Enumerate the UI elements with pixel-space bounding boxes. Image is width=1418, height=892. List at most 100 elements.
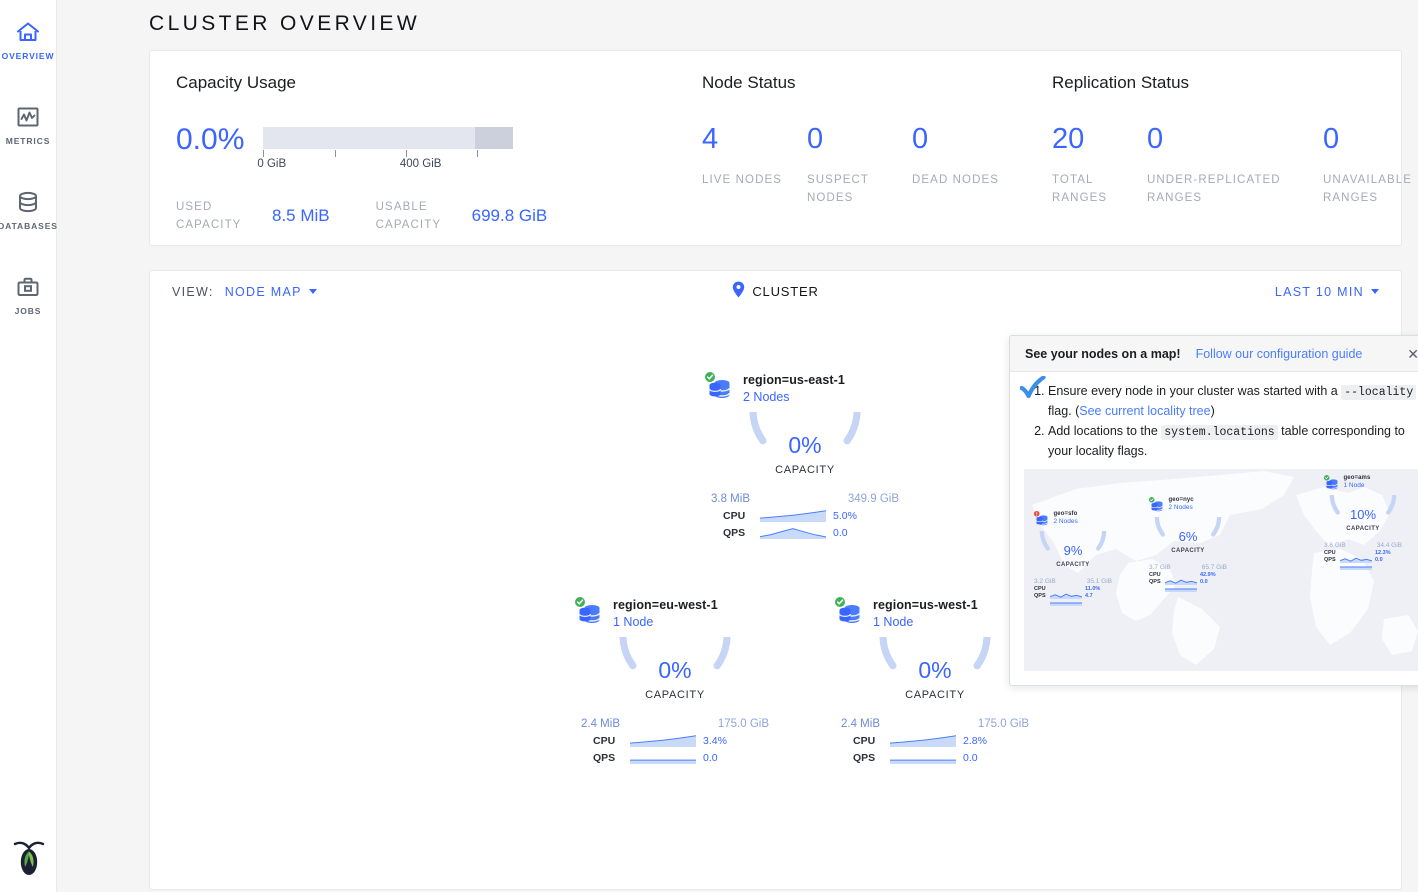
cluster-breadcrumb[interactable]: CLUSTER bbox=[732, 281, 818, 303]
map-cpu-sparkline bbox=[1339, 550, 1373, 563]
configuration-guide-link[interactable]: Follow our configuration guide bbox=[1195, 347, 1363, 361]
stat-label: UNDER-REPLICATED RANGES bbox=[1147, 174, 1281, 204]
sidebar-item-jobs[interactable]: JOBS bbox=[0, 263, 57, 322]
capacity-values: 2.4 MiB 175.0 GiB bbox=[575, 718, 775, 730]
map-node-header: geo=nyc 2 Nodes bbox=[1149, 497, 1227, 514]
locality-node-count: 1 Node bbox=[613, 615, 654, 629]
check-icon bbox=[1019, 375, 1046, 405]
locality-text: region=eu-west-1 1 Node bbox=[613, 597, 718, 629]
node-map-canvas: region=us-east-1 2 Nodes 0% CAPACITY 3.8 MiB… bbox=[149, 312, 1418, 890]
locality-tree-link[interactable]: See current locality tree bbox=[1079, 404, 1211, 418]
map-qps-sparkline bbox=[1165, 579, 1197, 592]
capacity-gauge: 0% CAPACITY bbox=[870, 637, 1000, 713]
stat-value: 0 bbox=[1323, 123, 1340, 155]
map-cpu-value: 42.9% bbox=[1200, 571, 1216, 578]
map-node-name: geo=nyc bbox=[1168, 497, 1194, 503]
sidebar: OVERVIEW METRICS DATABASES bbox=[0, 0, 57, 892]
gauge-label: CAPACITY bbox=[775, 464, 835, 476]
stat-live-nodes: 4 LIVE NODES bbox=[702, 121, 807, 207]
capacity-total: 349.9 GiB bbox=[847, 493, 899, 505]
locality-header[interactable]: region=us-west-1 1 Node bbox=[835, 597, 1035, 629]
sidebar-item-overview[interactable]: OVERVIEW bbox=[0, 8, 57, 67]
bar-tick bbox=[334, 150, 336, 157]
popup-title: See your nodes on a map! bbox=[1025, 347, 1181, 361]
cpu-sparkline bbox=[759, 509, 827, 522]
healthy-badge-icon bbox=[705, 372, 735, 402]
capacity-footer: USED CAPACITY 8.5 MiB USABLE CAPACITY 69… bbox=[176, 198, 680, 234]
step1-text-post: ) bbox=[1210, 404, 1215, 418]
stat-suspect-nodes: 0 SUSPECT NODES bbox=[807, 121, 912, 207]
capacity-usage-section: Capacity Usage 0.0% 0 GiB 400 GiB USED CA… bbox=[150, 73, 680, 231]
chart-icon bbox=[14, 103, 42, 131]
capacity-percent: 0.0% bbox=[176, 123, 245, 156]
map-node-header: geo=ams 1 Node bbox=[1324, 475, 1402, 492]
map-node-text: geo=ams 1 Node bbox=[1344, 475, 1371, 489]
step2-text-pre: Add locations to the bbox=[1048, 424, 1162, 438]
close-icon[interactable]: ✕ bbox=[1407, 346, 1418, 362]
locality-group[interactable]: region=us-west-1 1 Node 0% CAPACITY 2.4 MiB 1… bbox=[835, 597, 1035, 764]
map-node-header: geo=sfo 2 Nodes bbox=[1034, 511, 1112, 528]
popup-step-1: Ensure every node in your cluster was st… bbox=[1048, 382, 1418, 420]
map-node-name: geo=sfo bbox=[1053, 511, 1078, 517]
bar-tick bbox=[263, 150, 265, 157]
map-node-count: 1 Node bbox=[1343, 482, 1365, 489]
time-range-dropdown[interactable]: LAST 10 MIN bbox=[1275, 285, 1379, 299]
capacity-bar-area: 0 GiB 400 GiB bbox=[257, 127, 514, 172]
page-title: CLUSTER OVERVIEW bbox=[149, 12, 421, 35]
map-cpu-label: CPU bbox=[1034, 585, 1046, 592]
locality-icon bbox=[705, 372, 735, 402]
qps-label: QPS bbox=[593, 751, 616, 764]
capacity-used: 3.8 MiB bbox=[711, 493, 750, 505]
locality-header[interactable]: region=us-east-1 2 Nodes bbox=[705, 372, 905, 404]
qps-metric: QPS 0.0 bbox=[575, 751, 775, 764]
locality-group[interactable]: region=us-east-1 2 Nodes 0% CAPACITY 3.8 MiB… bbox=[705, 372, 905, 539]
map-cpu-sparkline bbox=[1164, 572, 1198, 585]
used-capacity-value: 8.5 MiB bbox=[272, 206, 330, 225]
sidebar-item-label: JOBS bbox=[14, 306, 42, 316]
cpu-label: CPU bbox=[853, 734, 876, 747]
section-title: Replication Status bbox=[1052, 73, 1190, 92]
toolbar-center: CLUSTER bbox=[150, 281, 1401, 303]
map-node-name: geo=ams bbox=[1343, 475, 1371, 481]
home-icon bbox=[14, 18, 42, 46]
node-status-section: Node Status 4 LIVE NODES 0 SUSPECT NODES… bbox=[680, 73, 1030, 219]
gauge-label: CAPACITY bbox=[645, 689, 705, 701]
map-capacity-values: 3.7 GiB 65.7 GiB bbox=[1149, 564, 1227, 571]
locality-text: region=us-east-1 2 Nodes bbox=[743, 372, 845, 404]
bar-tick-label: 400 GiB bbox=[399, 158, 442, 170]
capacity-bar-tick-labels: 0 GiB 400 GiB bbox=[257, 158, 513, 172]
map-locality-node: geo=ams 1 Node 10% CAPACITY 3.6 GiB 34.4 GiB C… bbox=[1324, 469, 1402, 570]
view-dropdown-value: NODE MAP bbox=[224, 284, 302, 299]
cpu-metric: CPU 5.0% bbox=[705, 509, 905, 522]
capacity-values: 3.8 MiB 349.9 GiB bbox=[705, 493, 905, 505]
gauge-percent: 0% bbox=[658, 657, 692, 683]
qps-value: 0.0 bbox=[703, 751, 718, 764]
stat-total-ranges: 20 TOTAL RANGES bbox=[1052, 121, 1147, 207]
map-capacity-gauge: 10% CAPACITY bbox=[1324, 469, 1402, 541]
cpu-sparkline bbox=[629, 734, 697, 747]
sidebar-item-metrics[interactable]: METRICS bbox=[0, 93, 57, 152]
sidebar-item-databases[interactable]: DATABASES bbox=[0, 178, 57, 237]
popup-steps: Ensure every node in your cluster was st… bbox=[1048, 382, 1418, 460]
map-gauge-label: CAPACITY bbox=[1346, 525, 1380, 532]
locality-icon bbox=[575, 597, 605, 627]
map-cpu-sparkline bbox=[1049, 586, 1083, 599]
qps-label: QPS bbox=[723, 526, 746, 539]
locality-header[interactable]: region=eu-west-1 1 Node bbox=[575, 597, 775, 629]
map-cpu-label: CPU bbox=[1149, 571, 1161, 578]
view-dropdown[interactable]: NODE MAP bbox=[225, 285, 317, 299]
map-capacity-total: 34.4 GiB bbox=[1376, 541, 1402, 549]
map-node-count: 2 Nodes bbox=[1168, 504, 1193, 511]
chevron-down-icon bbox=[308, 288, 317, 294]
capacity-row: 0.0% 0 GiB 400 GiB bbox=[176, 123, 680, 172]
map-capacity-total: 35.1 GiB bbox=[1086, 577, 1112, 585]
section-title: Capacity Usage bbox=[176, 73, 297, 92]
cockroachdb-logo[interactable] bbox=[0, 838, 57, 878]
locality-group[interactable]: region=eu-west-1 1 Node 0% CAPACITY 2.4 MiB 1… bbox=[575, 597, 775, 764]
cpu-metric: CPU 3.4% bbox=[575, 734, 775, 747]
locality-name: region=eu-west-1 bbox=[613, 598, 718, 612]
healthy-badge-icon bbox=[1149, 497, 1166, 514]
map-node-text: geo=nyc 2 Nodes bbox=[1169, 497, 1194, 511]
map-cpu-metric: CPU 11.0% bbox=[1034, 585, 1112, 599]
bar-tick bbox=[477, 150, 479, 157]
